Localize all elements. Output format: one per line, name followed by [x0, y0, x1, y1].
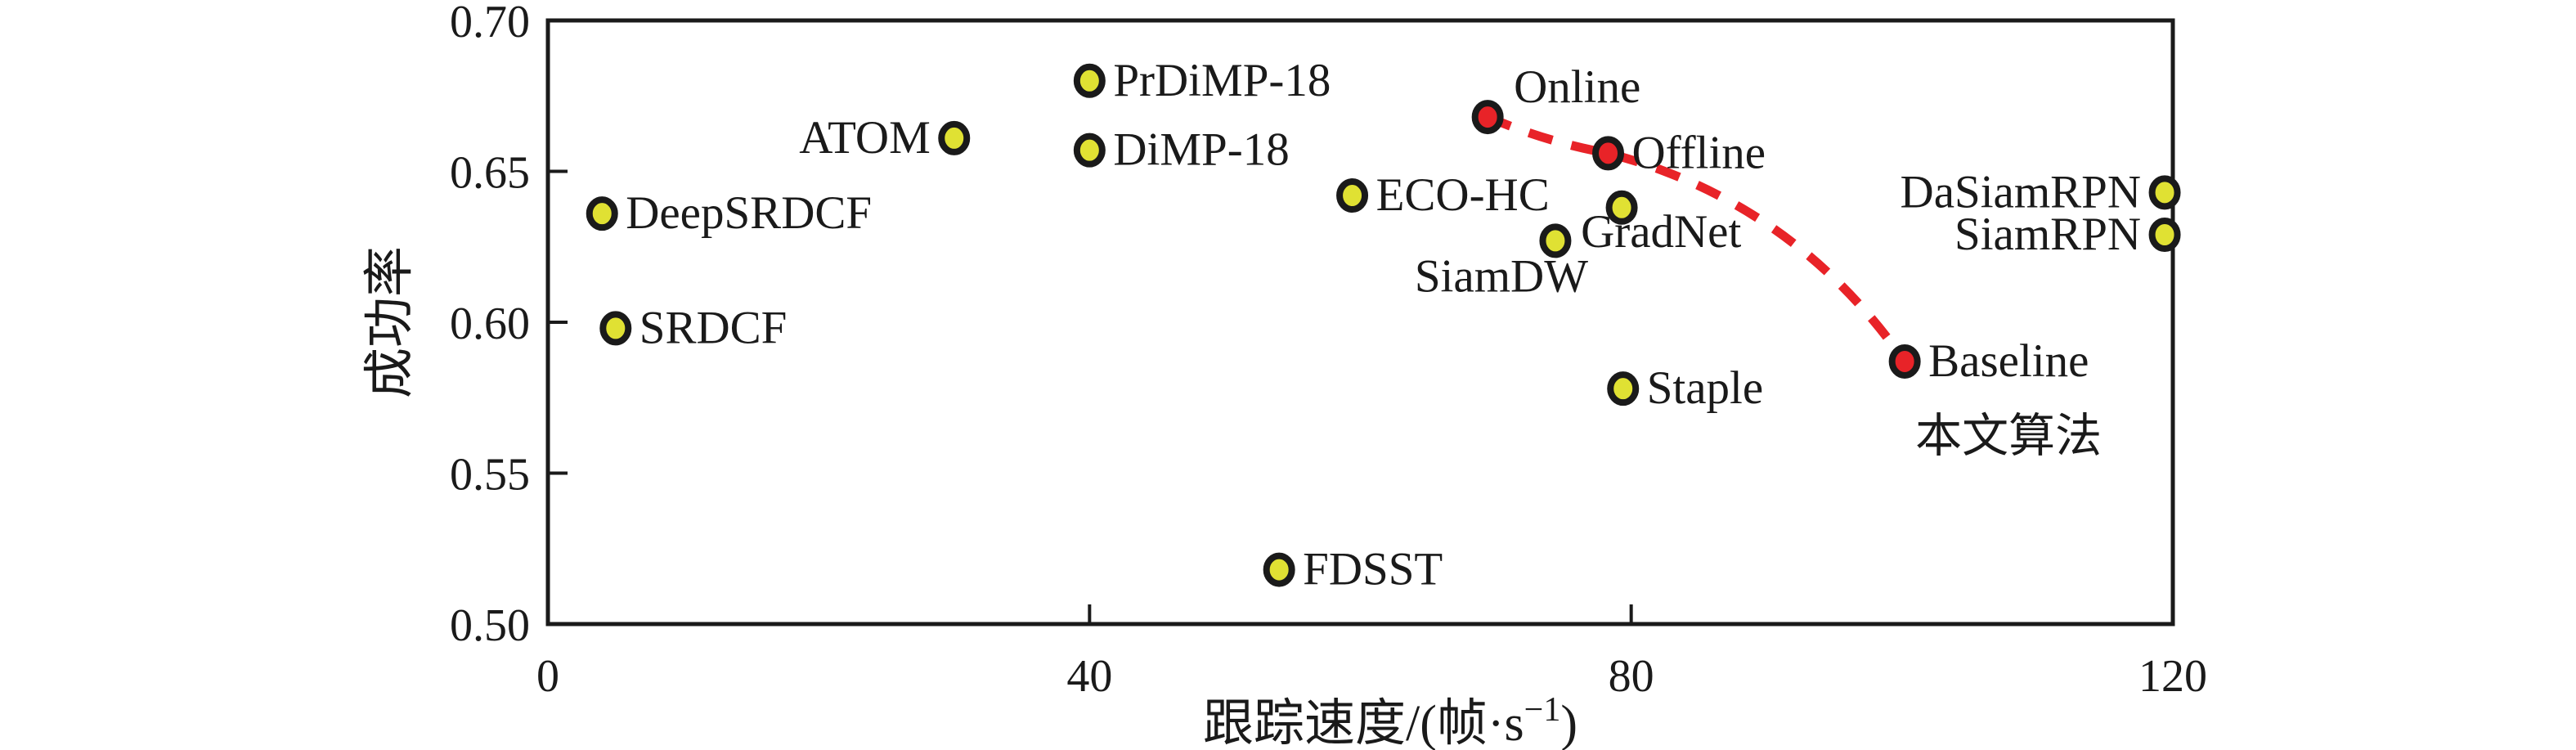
point-label-atom: ATOM	[799, 112, 930, 164]
point-label-baseline: Baseline	[1928, 335, 2089, 387]
marker-fdsst	[1263, 552, 1295, 587]
y-tick-label-0.65: 0.65	[450, 148, 530, 199]
axis-ticks-group	[546, 19, 2174, 626]
marker-staple	[1607, 371, 1640, 406]
point-label-srdcf: SRDCF	[640, 302, 788, 353]
proposed-method-dashed-line	[1486, 113, 1909, 365]
marker-gradnet	[1605, 190, 1638, 225]
marker-atom	[938, 120, 971, 155]
y-axis-title: 成功率	[362, 246, 418, 398]
point-label-siamdw: SiamDW	[1415, 250, 1588, 302]
x-axis-title: 跟踪速度/(帧·s−1)	[1203, 691, 1577, 750]
point-label-gradnet: GradNet	[1581, 206, 1741, 258]
marker-dimp-18	[1073, 132, 1106, 168]
x-axis-title-main: 跟踪速度/(帧·s	[1203, 696, 1524, 750]
point-label-deepsrdcf: DeepSRDCF	[626, 187, 872, 239]
marker-offline	[1592, 136, 1625, 171]
point-sublabel-baseline: 本文算法	[1915, 411, 2102, 462]
point-label-staple: Staple	[1647, 362, 1763, 414]
point-label-siamrpn: SiamRPN	[1954, 209, 2141, 260]
marker-dasiamrpn	[2148, 175, 2181, 210]
point-label-eco-hc: ECO-HC	[1376, 169, 1550, 221]
marker-online	[1471, 100, 1504, 135]
x-axis-title-superscript: −1	[1524, 691, 1561, 729]
y-tick-label-0.50: 0.50	[450, 600, 530, 651]
point-label-dimp-18: DiMP-18	[1113, 124, 1289, 176]
x-tick-label-120: 120	[2138, 651, 2207, 702]
marker-srdcf	[599, 311, 632, 346]
marker-siamdw	[1539, 223, 1572, 258]
x-tick-label-80: 80	[1609, 651, 1654, 702]
y-tick-label-0.55: 0.55	[450, 450, 530, 501]
marker-deepsrdcf	[586, 196, 618, 231]
marker-siamrpn	[2148, 217, 2181, 252]
tick-labels-group: 0.50 0.55 0.60 0.65 0.70 0 40 80 120	[450, 0, 2207, 702]
x-tick-label-0: 0	[536, 651, 559, 702]
point-label-dasiamrpn: DaSiamRPN	[1901, 166, 2142, 218]
data-points-group	[586, 63, 2181, 587]
point-labels-group: DeepSRDCF SRDCF ATOM PrDiMP-18 DiMP-18 ECO-HC…	[626, 55, 2141, 595]
point-label-online: Online	[1514, 61, 1640, 113]
dashed-line-group	[1486, 113, 1909, 365]
y-tick-label-0.60: 0.60	[450, 299, 530, 349]
x-tick-label-40: 40	[1066, 651, 1112, 702]
y-tick-label-0.70: 0.70	[450, 0, 530, 47]
marker-baseline	[1888, 344, 1921, 379]
plot-frame-group	[545, 18, 2175, 626]
point-label-fdsst: FDSST	[1303, 544, 1443, 595]
point-label-prdimp-18: PrDiMP-18	[1113, 55, 1331, 106]
x-axis-title-close: )	[1560, 696, 1577, 750]
plot-frame	[545, 18, 2175, 626]
marker-eco-hc	[1336, 178, 1369, 213]
point-label-offline: Offline	[1632, 127, 1766, 178]
marker-prdimp-18	[1073, 63, 1106, 98]
